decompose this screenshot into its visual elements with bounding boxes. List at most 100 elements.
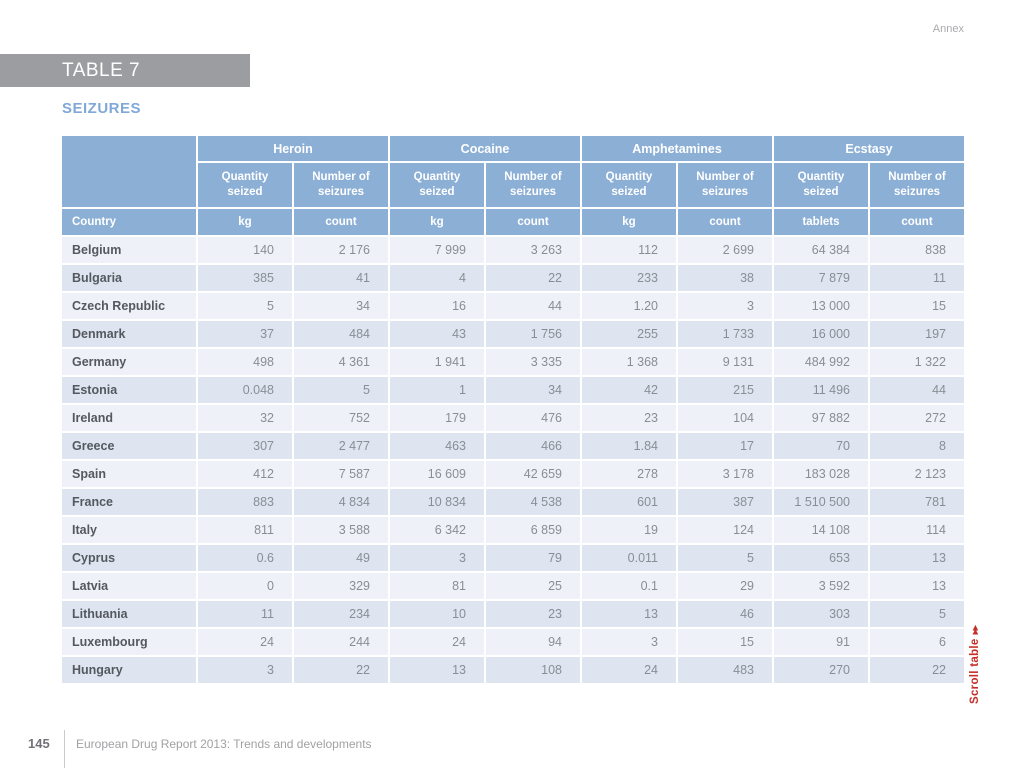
country-cell: Greece [62, 433, 196, 459]
value-cell: 883 [198, 489, 292, 515]
value-cell: 255 [582, 321, 676, 347]
value-cell: 25 [486, 573, 580, 599]
table-header: Heroin Cocaine Amphetamines Ecstasy Quan… [62, 136, 964, 235]
value-cell: 752 [294, 405, 388, 431]
value-cell: 5 [294, 377, 388, 403]
value-cell: 303 [774, 601, 868, 627]
value-cell: 387 [678, 489, 772, 515]
value-cell: 43 [390, 321, 484, 347]
value-cell: 44 [486, 293, 580, 319]
page-title: SEIZURES [62, 100, 142, 117]
country-cell: Hungary [62, 657, 196, 683]
page-number: 145 [28, 736, 50, 751]
value-cell: 114 [870, 517, 964, 543]
seizures-table: Heroin Cocaine Amphetamines Ecstasy Quan… [60, 134, 966, 685]
value-cell: 3 263 [486, 237, 580, 263]
value-cell: 2 699 [678, 237, 772, 263]
unit-header: kg [390, 209, 484, 235]
table-row: Ireland 32 752 179 476 23 104 97 882 272 [62, 405, 964, 431]
country-cell: Estonia [62, 377, 196, 403]
value-cell: 179 [390, 405, 484, 431]
value-cell: 13 [870, 573, 964, 599]
value-cell: 41 [294, 265, 388, 291]
country-cell: Germany [62, 349, 196, 375]
value-cell: 272 [870, 405, 964, 431]
value-cell: 1.20 [582, 293, 676, 319]
value-cell: 476 [486, 405, 580, 431]
table-row: Spain 412 7 587 16 609 42 659 278 3 178 183 028… [62, 461, 964, 487]
value-cell: 484 [294, 321, 388, 347]
scroll-arrows-icon: ▸▸ [970, 626, 981, 635]
value-cell: 463 [390, 433, 484, 459]
table-row: Italy 811 3 588 6 342 6 859 19 124 14 108 114 [62, 517, 964, 543]
value-cell: 3 178 [678, 461, 772, 487]
value-cell: 42 [582, 377, 676, 403]
value-cell: 601 [582, 489, 676, 515]
value-cell: 0 [198, 573, 292, 599]
table-number-title: TABLE 7 [62, 59, 141, 81]
footer-divider [64, 730, 65, 768]
value-cell: 29 [678, 573, 772, 599]
value-cell: 278 [582, 461, 676, 487]
unit-header: kg [582, 209, 676, 235]
value-cell: 234 [294, 601, 388, 627]
value-cell: 64 384 [774, 237, 868, 263]
table-row: Latvia 0 329 81 25 0.1 29 3 592 13 [62, 573, 964, 599]
country-cell: Bulgaria [62, 265, 196, 291]
table-row: Czech Republic 5 34 16 44 1.20 3 13 000 15 [62, 293, 964, 319]
value-cell: 97 882 [774, 405, 868, 431]
value-cell: 108 [486, 657, 580, 683]
scroll-table-control[interactable]: Scroll table ▸▸ [969, 584, 983, 704]
value-cell: 811 [198, 517, 292, 543]
value-cell: 79 [486, 545, 580, 571]
value-cell: 1 322 [870, 349, 964, 375]
value-cell: 3 [678, 293, 772, 319]
data-table: Heroin Cocaine Amphetamines Ecstasy Quan… [60, 134, 966, 685]
column-group-ecstasy: Ecstasy [774, 136, 964, 161]
value-cell: 13 000 [774, 293, 868, 319]
value-cell: 15 [870, 293, 964, 319]
value-cell: 0.6 [198, 545, 292, 571]
value-cell: 22 [870, 657, 964, 683]
value-cell: 307 [198, 433, 292, 459]
value-cell: 197 [870, 321, 964, 347]
value-cell: 0.1 [582, 573, 676, 599]
unit-header: count [678, 209, 772, 235]
value-cell: 5 [678, 545, 772, 571]
value-cell: 1 733 [678, 321, 772, 347]
value-cell: 233 [582, 265, 676, 291]
value-cell: 11 [870, 265, 964, 291]
unit-header: count [486, 209, 580, 235]
subheader-quantity: Quantity seized [774, 163, 868, 207]
value-cell: 2 123 [870, 461, 964, 487]
value-cell: 498 [198, 349, 292, 375]
value-cell: 5 [870, 601, 964, 627]
table-number-band: TABLE 7 [0, 54, 250, 87]
table-row: Cyprus 0.6 49 3 79 0.011 5 653 13 [62, 545, 964, 571]
table-row: Luxembourg 24 244 24 94 3 15 91 6 [62, 629, 964, 655]
value-cell: 1 [390, 377, 484, 403]
value-cell: 37 [198, 321, 292, 347]
value-cell: 22 [294, 657, 388, 683]
value-cell: 3 [582, 629, 676, 655]
value-cell: 23 [582, 405, 676, 431]
country-cell: Spain [62, 461, 196, 487]
value-cell: 6 859 [486, 517, 580, 543]
country-cell: Lithuania [62, 601, 196, 627]
value-cell: 16 [390, 293, 484, 319]
value-cell: 8 [870, 433, 964, 459]
value-cell: 42 659 [486, 461, 580, 487]
value-cell: 16 000 [774, 321, 868, 347]
value-cell: 2 477 [294, 433, 388, 459]
subheader-number: Number of seizures [870, 163, 964, 207]
value-cell: 49 [294, 545, 388, 571]
country-cell: Belgium [62, 237, 196, 263]
value-cell: 14 108 [774, 517, 868, 543]
subheader-quantity: Quantity seized [198, 163, 292, 207]
value-cell: 3 588 [294, 517, 388, 543]
value-cell: 44 [870, 377, 964, 403]
value-cell: 412 [198, 461, 292, 487]
value-cell: 3 335 [486, 349, 580, 375]
value-cell: 0.048 [198, 377, 292, 403]
value-cell: 24 [582, 657, 676, 683]
